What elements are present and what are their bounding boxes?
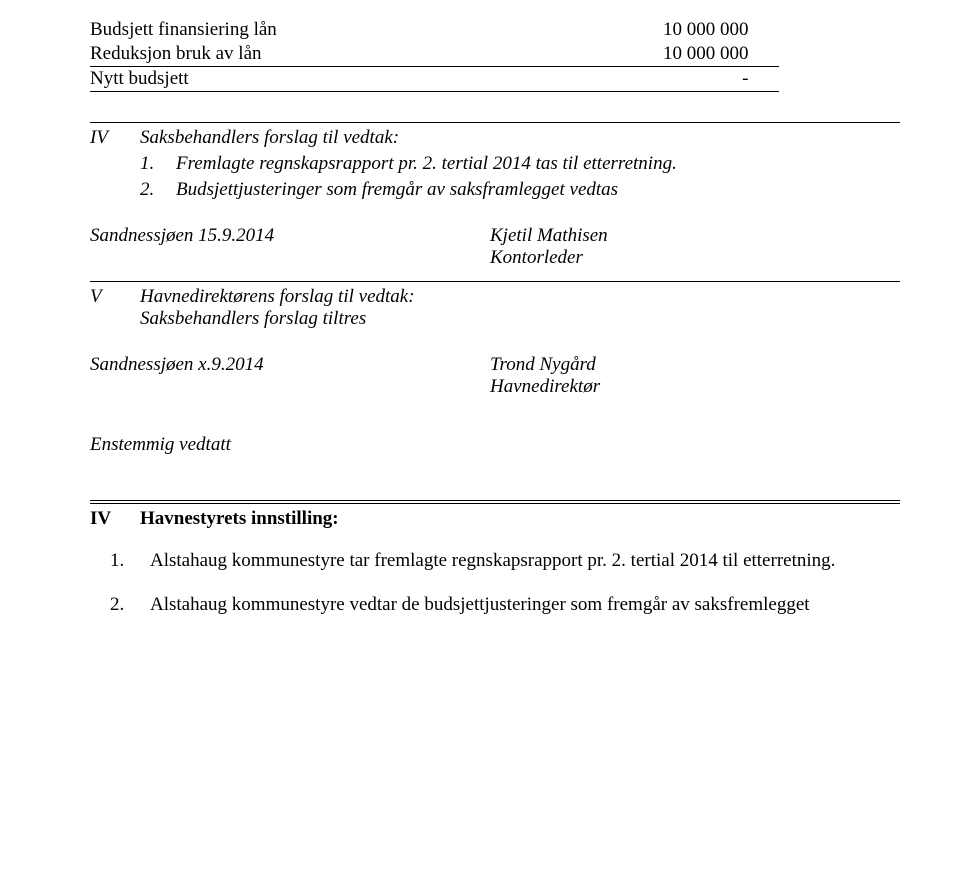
cell-value: - bbox=[515, 67, 778, 92]
list-iv-b: 1. Alstahaug kommunestyre tar fremlagte … bbox=[90, 550, 900, 616]
cell-label: Reduksjon bruk av lån bbox=[90, 42, 515, 67]
section-iv-b: IV Havnestyrets innstilling: bbox=[90, 508, 900, 530]
list-num: 1. bbox=[110, 550, 150, 572]
budget-table: Budsjett finansiering lån 10 000 000 Red… bbox=[90, 18, 779, 92]
sig-place-date: Sandnessjøen x.9.2014 bbox=[90, 354, 490, 398]
signature-b: Sandnessjøen x.9.2014 Trond Nygård Havne… bbox=[90, 354, 900, 398]
table-row: Reduksjon bruk av lån 10 000 000 bbox=[90, 42, 779, 67]
cell-value: 10 000 000 bbox=[515, 42, 778, 67]
list-text: Fremlagte regnskapsrapport pr. 2. tertia… bbox=[176, 153, 677, 175]
section-heading: Havnestyrets innstilling: bbox=[140, 508, 339, 530]
section-marker: IV bbox=[90, 508, 140, 530]
section-heading: Saksbehandlers forslag til vedtak: bbox=[140, 127, 399, 149]
section-v: V Havnedirektørens forslag til vedtak: S… bbox=[90, 286, 900, 330]
list-num: 2. bbox=[110, 594, 150, 616]
list-text: Alstahaug kommunestyre tar fremlagte reg… bbox=[150, 550, 900, 572]
list-item: 2. Budsjettjusteringer som fremgår av sa… bbox=[140, 179, 900, 201]
list-text: Budsjettjusteringer som fremgår av saksf… bbox=[176, 179, 618, 201]
section-heading: Havnedirektørens forslag til vedtak: bbox=[140, 286, 415, 308]
enstemmig: Enstemmig vedtatt bbox=[90, 434, 900, 456]
list-num: 1. bbox=[140, 153, 176, 175]
section-marker: IV bbox=[90, 127, 140, 149]
section-marker: V bbox=[90, 286, 140, 308]
divider bbox=[90, 503, 900, 504]
divider bbox=[90, 122, 900, 123]
sig-right: Trond Nygård Havnedirektør bbox=[490, 354, 900, 398]
section-iv-a: IV Saksbehandlers forslag til vedtak: bbox=[90, 127, 900, 149]
cell-value: 10 000 000 bbox=[515, 18, 778, 42]
section-line2: Saksbehandlers forslag tiltres bbox=[140, 308, 415, 330]
list-iv-a: 1. Fremlagte regnskapsrapport pr. 2. ter… bbox=[140, 153, 900, 201]
sig-name: Kjetil Mathisen bbox=[490, 225, 900, 247]
cell-label: Budsjett finansiering lån bbox=[90, 18, 515, 42]
sig-right: Kjetil Mathisen Kontorleder bbox=[490, 225, 900, 269]
list-item: 2. Alstahaug kommunestyre vedtar de buds… bbox=[90, 594, 900, 616]
page: Budsjett finansiering lån 10 000 000 Red… bbox=[0, 0, 960, 875]
cell-label: Nytt budsjett bbox=[90, 67, 515, 92]
table-row: Nytt budsjett - bbox=[90, 67, 779, 92]
list-item: 1. Alstahaug kommunestyre tar fremlagte … bbox=[90, 550, 900, 572]
divider bbox=[90, 281, 900, 282]
table-row: Budsjett finansiering lån 10 000 000 bbox=[90, 18, 779, 42]
list-num: 2. bbox=[140, 179, 176, 201]
divider bbox=[90, 500, 900, 501]
sig-title: Kontorleder bbox=[490, 247, 900, 269]
signature-a: Sandnessjøen 15.9.2014 Kjetil Mathisen K… bbox=[90, 225, 900, 269]
sig-name: Trond Nygård bbox=[490, 354, 900, 376]
list-item: 1. Fremlagte regnskapsrapport pr. 2. ter… bbox=[140, 153, 900, 175]
sig-place-date: Sandnessjøen 15.9.2014 bbox=[90, 225, 490, 269]
list-text: Alstahaug kommunestyre vedtar de budsjet… bbox=[150, 594, 900, 616]
sig-title: Havnedirektør bbox=[490, 376, 900, 398]
